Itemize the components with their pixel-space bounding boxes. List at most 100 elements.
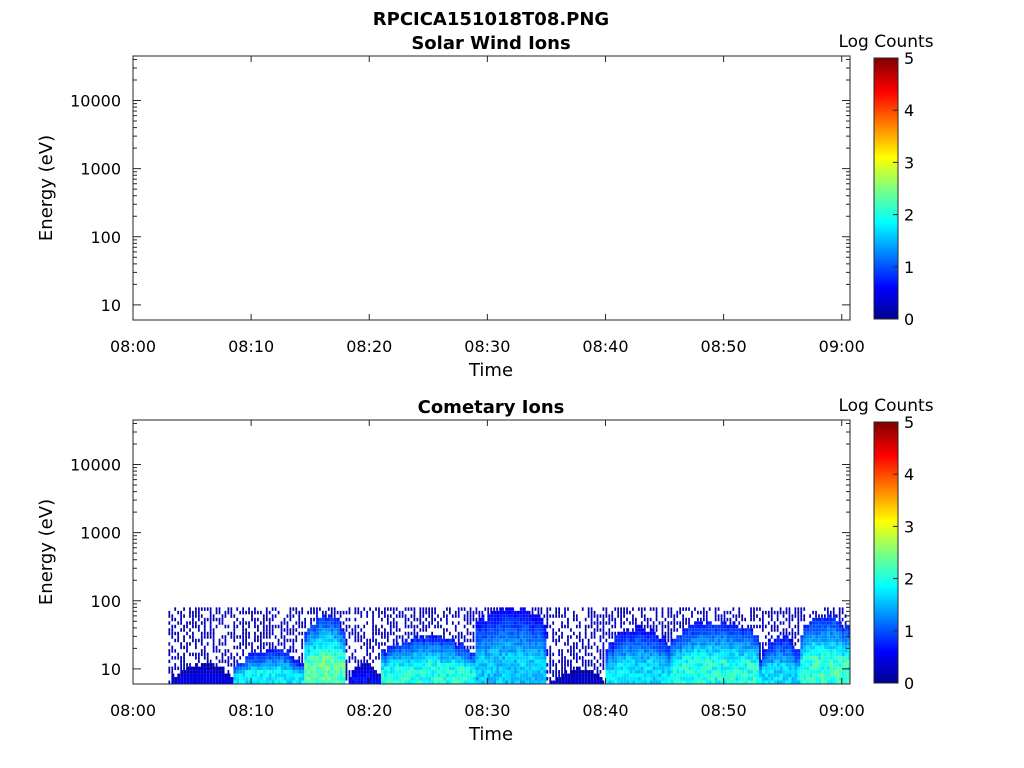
spectrogram-cell (395, 666, 399, 671)
spectrogram-cell (826, 631, 830, 636)
spectrogram-cell (392, 666, 396, 671)
spectrogram-cell (404, 631, 407, 636)
spectrogram-cell (466, 670, 470, 674)
spectrogram-cell (767, 631, 770, 636)
spectrogram-cell (443, 635, 445, 639)
spectrogram-cell (528, 680, 532, 684)
spectrogram-cell (443, 628, 445, 632)
spectrogram-cell (437, 673, 441, 678)
spectrogram-cell (611, 635, 614, 639)
spectrogram-cell (375, 607, 377, 611)
spectrogram-cell (392, 670, 396, 674)
spectrogram-cell (637, 624, 641, 629)
spectrogram-cell (614, 635, 618, 639)
spectrogram-cell (543, 670, 547, 674)
spectrogram-cell (534, 628, 538, 632)
spectrogram-cell (265, 680, 269, 684)
spectrogram-cell (635, 628, 638, 632)
spectrogram-cell (392, 624, 395, 629)
spectrogram-cell (528, 621, 532, 625)
spectrogram-cell (519, 673, 523, 678)
spectrogram-cell (826, 607, 829, 611)
spectrogram-cell (720, 642, 724, 646)
spectrogram-cell (702, 610, 705, 615)
spectrogram-cell (661, 663, 665, 667)
spectrogram-cell (519, 649, 523, 653)
spectrogram-cell (694, 638, 698, 643)
spectrogram-cell (212, 638, 215, 643)
spectrogram-cell (632, 631, 636, 636)
spectrogram-cell (794, 635, 797, 639)
spectrogram-cell (516, 624, 520, 629)
spectrogram-cell (481, 659, 485, 664)
spectrogram-cell (454, 624, 457, 629)
spectrogram-cell (614, 663, 618, 667)
spectrogram-cell (812, 663, 816, 667)
spectrogram-cell (460, 607, 463, 611)
spectrogram-cell (567, 649, 569, 653)
spectrogram-cell (729, 659, 733, 664)
spectrogram-cell (378, 680, 382, 684)
spectrogram-cell (759, 617, 761, 622)
spectrogram-cell (259, 680, 263, 684)
spectrogram-cell (283, 652, 287, 657)
spectrogram-cell (534, 621, 538, 625)
spectrogram-cell (499, 617, 503, 622)
spectrogram-cell (741, 635, 745, 639)
spectrogram-cell (770, 610, 773, 615)
spectrogram-cell (549, 656, 552, 660)
spectrogram-cell (635, 680, 638, 684)
spectrogram-cell (490, 624, 494, 629)
spectrogram-cell (505, 645, 509, 650)
spectrogram-cell (513, 673, 517, 678)
spectrogram-cell (513, 663, 517, 667)
spectrogram-cell (333, 645, 337, 650)
spectrogram-cell (236, 663, 240, 667)
spectrogram-cell (773, 670, 777, 674)
spectrogram-cell (637, 635, 641, 639)
spectrogram-cell (324, 652, 328, 657)
spectrogram-cell (298, 614, 301, 618)
spectrogram-cell (688, 635, 692, 639)
spectrogram-cell (186, 645, 188, 650)
spectrogram-cell (375, 656, 377, 660)
spectrogram-cell (561, 666, 563, 671)
spectrogram-cell (602, 614, 605, 618)
spectrogram-cell (670, 638, 674, 643)
spectrogram-cell (463, 670, 467, 674)
spectrogram-cell (809, 624, 813, 629)
spectrogram-cell (233, 666, 237, 671)
spectrogram-cell (183, 666, 185, 671)
spectrogram-cell (339, 645, 343, 650)
spectrogram-cell (676, 656, 680, 660)
spectrogram-cell (835, 666, 839, 671)
spectrogram-cell (773, 649, 777, 653)
spectrogram-cell (531, 610, 534, 615)
spectrogram-cell (573, 680, 576, 684)
spectrogram-cell (419, 642, 423, 646)
spectrogram-cell (812, 680, 816, 684)
spectrogram-cell (608, 635, 611, 639)
spectrogram-cell (259, 663, 263, 667)
spectrogram-cell (342, 677, 346, 681)
spectrogram-cell (756, 624, 758, 629)
spectrogram-cell (525, 666, 529, 671)
spectrogram-cell (339, 628, 343, 632)
spectrogram-cell (195, 666, 198, 671)
spectrogram-cell (481, 652, 485, 657)
spectrogram-cell (779, 677, 783, 681)
spectrogram-cell (590, 652, 593, 657)
spectrogram-cell (714, 624, 718, 629)
spectrogram-cell (440, 670, 444, 674)
spectrogram-cell (611, 617, 614, 622)
spectrogram-cell (711, 670, 715, 674)
spectrogram-cell (750, 652, 754, 657)
spectrogram-cell (180, 621, 182, 625)
spectrogram-cell (753, 642, 757, 646)
spectrogram-cell (339, 649, 343, 653)
spectrogram-cell (661, 631, 664, 636)
spectrogram-cell (670, 652, 674, 657)
spectrogram-cell (259, 656, 263, 660)
spectrogram-cell (608, 677, 612, 681)
spectrogram-cell (826, 656, 830, 660)
